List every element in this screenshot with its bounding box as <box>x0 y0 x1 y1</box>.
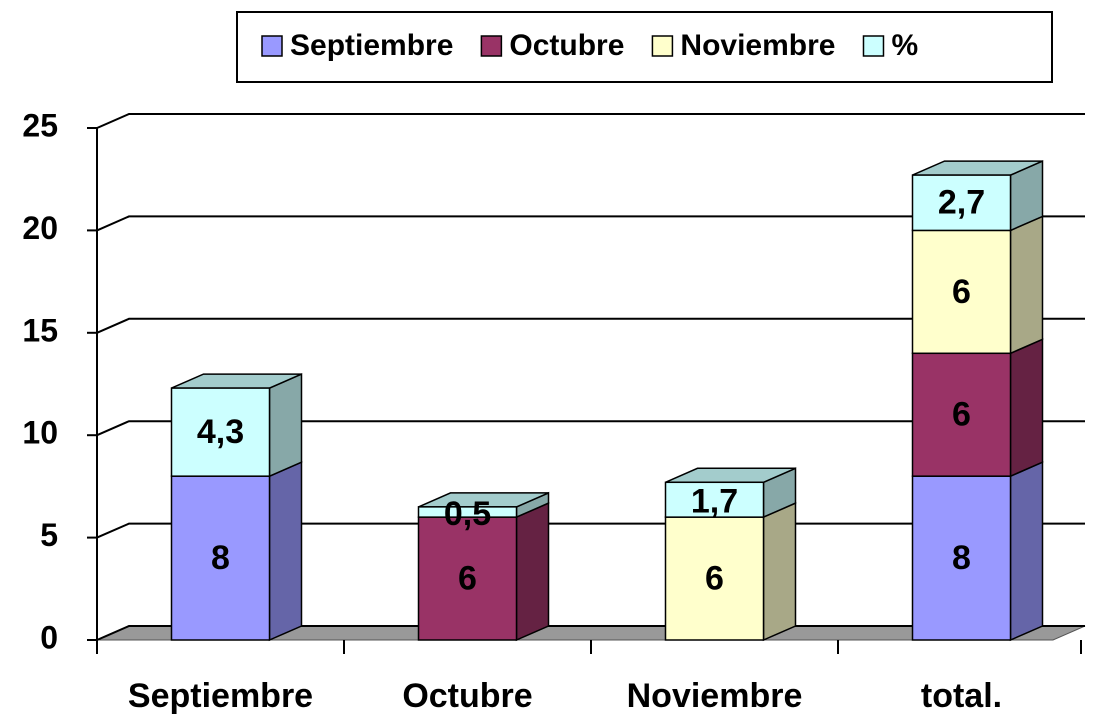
bar-side <box>1009 338 1044 478</box>
grid-line <box>96 317 1085 334</box>
y-tick-label: 10 <box>22 415 58 451</box>
legend-label: Septiembre <box>290 29 453 62</box>
bar <box>664 516 765 641</box>
data-label: 6 <box>952 273 971 311</box>
legend-label: Noviembre <box>680 29 835 62</box>
bar-side <box>1009 461 1044 642</box>
data-label: 8 <box>211 539 230 577</box>
data-label: 6 <box>952 396 971 434</box>
legend-swatch <box>862 35 885 57</box>
bar <box>911 475 1012 641</box>
data-label: 0,5 <box>444 495 491 533</box>
x-tick-label: total. <box>921 677 1002 715</box>
grid-line <box>96 420 1085 437</box>
y-tick-label: 0 <box>40 619 58 655</box>
data-label: 4,3 <box>197 413 244 451</box>
legend-label: Octubre <box>509 29 624 62</box>
data-label: 2,7 <box>938 184 985 222</box>
grid-line <box>96 215 1085 232</box>
legend-swatch <box>261 35 283 57</box>
x-tick-label: Noviembre <box>627 677 803 715</box>
data-label: 8 <box>952 539 971 577</box>
bar <box>417 516 518 641</box>
data-label: 1,7 <box>691 483 738 521</box>
y-tick-label: 5 <box>40 517 58 553</box>
y-tick-label: 25 <box>22 107 58 143</box>
data-label: 6 <box>458 560 477 598</box>
bar-side <box>268 461 303 642</box>
bar <box>664 481 765 518</box>
y-tick-label: 15 <box>22 312 58 348</box>
legend-box <box>236 11 1053 83</box>
bar <box>170 387 271 477</box>
x-tick-label: Octubre <box>402 677 532 715</box>
x-tick-label: Septiembre <box>128 677 313 715</box>
bar-side <box>1009 215 1044 355</box>
bar-side <box>268 372 303 478</box>
grid-line <box>96 113 1085 129</box>
data-label: 6 <box>705 560 724 598</box>
bar <box>170 475 271 641</box>
legend-swatch <box>480 35 503 57</box>
y-tick-label: 20 <box>22 210 58 246</box>
bar-side <box>762 501 797 642</box>
bar <box>417 506 518 518</box>
legend-swatch <box>651 35 674 57</box>
bar-side <box>515 501 550 642</box>
bar <box>911 174 1012 232</box>
legend-label: % <box>891 29 918 62</box>
